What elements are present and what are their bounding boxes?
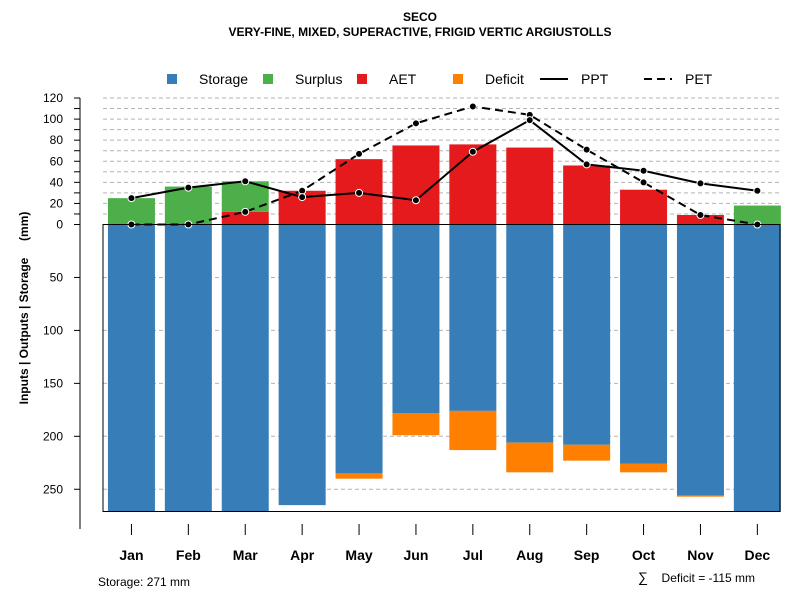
pet-point xyxy=(468,102,477,111)
ppt-point xyxy=(355,188,364,197)
pet-point xyxy=(411,119,420,128)
y-tick-label: 60 xyxy=(50,154,64,168)
legend-label: Surplus xyxy=(295,71,342,87)
deficit-bar xyxy=(506,442,554,473)
y-tick-label: 40 xyxy=(50,175,64,189)
deficit-bar xyxy=(449,410,497,451)
ppt-point xyxy=(639,166,648,175)
storage-footnote: Storage: 271 mm xyxy=(98,575,190,589)
legend: Storage Surplus AET Deficit PPT PET xyxy=(167,71,713,87)
legend-swatch xyxy=(263,74,273,84)
aet-bar xyxy=(620,189,668,225)
y-tick-label: 250 xyxy=(43,482,63,496)
ppt-point xyxy=(127,194,136,203)
chart-title: SECO xyxy=(403,10,437,24)
legend-swatch xyxy=(357,74,367,84)
pet-point xyxy=(241,207,250,216)
bars xyxy=(107,144,781,512)
legend-label: Storage xyxy=(199,71,248,87)
storage-bar xyxy=(506,224,554,443)
gridlines xyxy=(103,97,780,490)
legend-label: PPT xyxy=(581,71,609,87)
ppt-point xyxy=(298,193,307,202)
surplus-bar xyxy=(107,198,155,225)
x-tick-label: Aug xyxy=(516,547,543,563)
storage-bar xyxy=(278,224,326,506)
legend-label: PET xyxy=(685,71,713,87)
lines xyxy=(127,102,762,229)
y-tick-label: 100 xyxy=(43,323,63,337)
aet-bar xyxy=(563,165,611,225)
deficit-bar xyxy=(620,463,668,473)
chart-subtitle: VERY-FINE, MIXED, SUPERACTIVE, FRIGID VE… xyxy=(229,25,612,39)
deficit-bar xyxy=(563,444,611,461)
storage-bar xyxy=(164,224,212,512)
storage-bar xyxy=(676,224,724,496)
deficit-bar xyxy=(676,495,724,497)
x-tick-label: Feb xyxy=(176,547,201,563)
storage-bar xyxy=(563,224,611,445)
legend-label: AET xyxy=(389,71,417,87)
deficit-bar xyxy=(335,473,383,479)
pet-point xyxy=(639,178,648,187)
ppt-point xyxy=(411,196,420,205)
pet-line xyxy=(131,105,758,226)
y-tick-label: 200 xyxy=(43,429,63,443)
ppt-point xyxy=(184,183,193,192)
aet-bar xyxy=(221,211,269,225)
aet-bar xyxy=(392,145,440,225)
deficit-footnote: Deficit = -115 mm xyxy=(662,571,755,585)
legend-label: Deficit xyxy=(485,71,524,87)
ppt-point xyxy=(468,147,477,156)
x-tick-label: Nov xyxy=(687,547,714,563)
aet-bar xyxy=(676,215,724,225)
y-tick-label: 0 xyxy=(56,218,63,232)
x-tick-label: Mar xyxy=(233,547,258,563)
storage-bar xyxy=(620,224,668,464)
pet-point xyxy=(582,145,591,154)
x-tick-label: May xyxy=(345,547,372,563)
pet-point xyxy=(355,149,364,158)
aet-bar xyxy=(449,144,497,225)
ppt-line xyxy=(131,118,758,202)
storage-bar xyxy=(733,224,781,512)
axes: 0 20 40 60 80 100 120 50 100 150 200 250 Jan Feb Mar Ap… xyxy=(43,91,781,563)
storage-bar xyxy=(335,224,383,474)
pet-point xyxy=(696,211,705,220)
ppt-point xyxy=(753,186,762,195)
x-tick-label: Jul xyxy=(463,547,483,563)
x-tick-label: Jan xyxy=(119,547,143,563)
y-tick-label: 20 xyxy=(50,196,64,210)
aet-bar xyxy=(506,147,554,225)
storage-bar xyxy=(221,224,269,512)
storage-bar xyxy=(392,224,440,414)
x-tick-label: Sep xyxy=(574,547,600,563)
ppt-point xyxy=(582,160,591,169)
surplus-bar xyxy=(164,186,212,225)
x-tick-label: Jun xyxy=(404,547,429,563)
y-tick-label: 50 xyxy=(50,270,64,284)
y-tick-label: 120 xyxy=(43,91,63,105)
ppt-point xyxy=(241,177,250,186)
y-tick-label: 100 xyxy=(43,112,63,126)
deficit-bar xyxy=(392,413,440,436)
legend-swatch xyxy=(167,74,177,84)
surplus-bar xyxy=(733,205,781,225)
sum-symbol: ∑ xyxy=(638,569,648,585)
x-tick-label: Dec xyxy=(745,547,771,563)
storage-bar xyxy=(107,224,155,512)
y-tick-label: 80 xyxy=(50,133,64,147)
x-tick-label: Oct xyxy=(632,547,656,563)
legend-swatch xyxy=(453,74,463,84)
lower-frame xyxy=(102,224,781,512)
storage-bar xyxy=(449,224,497,411)
ppt-point xyxy=(525,116,534,125)
y-axis-label: Inputs | Outputs | Storage (mm) xyxy=(17,212,31,405)
y-tick-label: 150 xyxy=(43,376,63,390)
ppt-point xyxy=(696,179,705,188)
x-tick-label: Apr xyxy=(290,547,315,563)
